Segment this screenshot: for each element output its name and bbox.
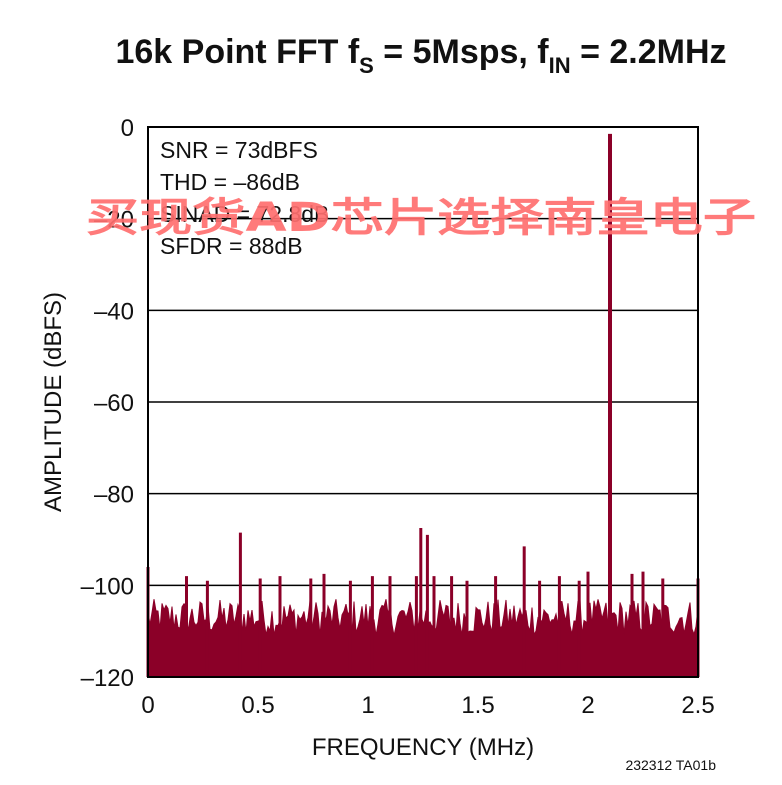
figure-id: 232312 TA01b [625,757,716,773]
noise-floor-area [147,599,699,678]
y-tick-label: –40 [94,298,134,325]
x-tick-label: 2.5 [681,692,714,719]
chart-title-part-1: 16k Point FFT f [115,33,359,71]
gridlines [148,217,698,587]
annotation-thd: THD = –86dB [160,169,300,195]
x-tick-label: 0.5 [241,692,274,719]
x-tick-label: 1.5 [461,692,494,719]
chart-title-subscript-in: IN [549,53,571,78]
y-tick-labels: 0 –20 –40 –60 –80 –100 –120 [81,115,134,692]
x-axis-label: FREQUENCY (MHz) [312,734,534,761]
x-tick-label: 1 [361,692,374,719]
x-tick-label: 2 [581,692,594,719]
chart-title: 16k Point FFT fS = 5Msps, fIN = 2.2MHz [115,33,726,78]
y-tick-label: –20 [94,207,134,234]
annotation-sinad: SINAD = 72.8dB [160,201,329,227]
annotation-sfdr: SFDR = 88dB [160,233,303,259]
chart-title-part-2: = 5Msps, f [374,33,549,71]
chart-title-part-3: = 2.2MHz [571,33,727,71]
x-tick-labels: 0 0.5 1 1.5 2 2.5 [141,692,714,719]
x-tick-label: 0 [141,692,154,719]
plot-frame [147,126,699,678]
annotation-snr: SNR = 73dBFS [160,137,318,163]
y-tick-label: –80 [94,482,134,509]
y-axis-label: AMPLITUDE (dBFS) [40,292,67,512]
y-tick-label: –60 [94,390,134,417]
y-tick-label: –120 [81,665,134,692]
noise-floor [147,599,699,678]
y-tick-label: –100 [81,573,134,600]
watermark-text: 买现货AD芯片选择南皇电子 [86,195,756,241]
y-tick-label: 0 [121,115,134,142]
chart-title-subscript-s: S [359,53,374,78]
